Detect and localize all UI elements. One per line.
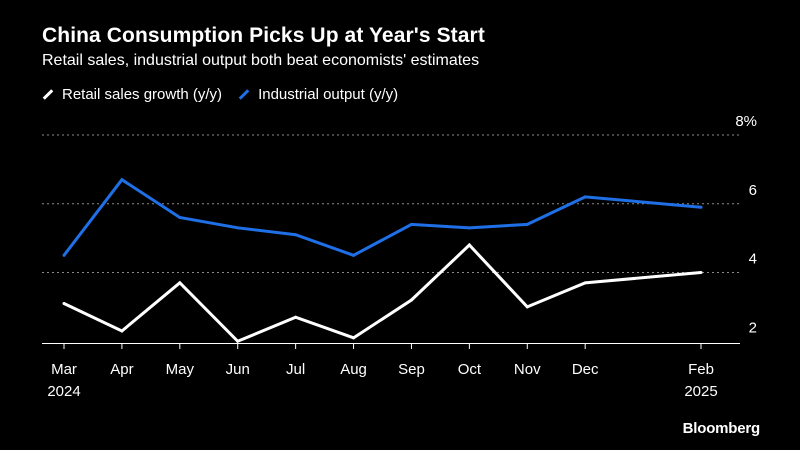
series-line-retail-sales <box>63 242 702 344</box>
point-retail-sep <box>409 298 413 302</box>
legend: Retail sales growth (y/y) Industrial out… <box>42 86 414 103</box>
x-tick-label-aug: Aug <box>340 361 367 378</box>
point-retail-dec <box>583 281 587 285</box>
point-industrial-feb <box>699 205 703 209</box>
chart-title: China Consumption Picks Up at Year's Sta… <box>42 24 485 47</box>
source-logo: Bloomberg <box>682 420 761 437</box>
point-industrial-jul <box>294 233 298 237</box>
x-tick-label-jul: Jul <box>286 361 305 378</box>
point-industrial-mar <box>62 253 66 257</box>
legend-item-industrial: Industrial output (y/y) <box>238 86 398 103</box>
x-tick-label-feb: Feb <box>688 361 714 378</box>
point-retail-jun <box>236 339 240 343</box>
legend-label-industrial: Industrial output (y/y) <box>258 86 399 103</box>
point-retail-apr <box>120 329 124 333</box>
chart-subtitle: Retail sales, industrial output both bea… <box>42 52 480 69</box>
x-tick-label-jun: Jun <box>226 361 250 378</box>
point-industrial-oct <box>467 226 471 230</box>
point-retail-jul <box>294 315 298 319</box>
point-retail-oct <box>467 243 471 247</box>
y-tick-label-2: 2 <box>749 319 757 336</box>
point-industrial-may <box>178 216 182 220</box>
series-line-industrial-output <box>62 177 702 257</box>
x-tick-label-apr: Apr <box>110 361 133 378</box>
y-tick-label-4: 4 <box>749 251 757 268</box>
x-tick-label-dec: Dec <box>572 361 599 378</box>
point-industrial-sep <box>409 222 413 226</box>
x-tick-sublabel-mar: 2024 <box>47 383 80 400</box>
x-tick-sublabel-feb: 2025 <box>684 383 717 400</box>
point-industrial-jun <box>236 226 240 230</box>
legend-item-retail: Retail sales growth (y/y) <box>42 86 222 103</box>
y-tick-label-8: 8% <box>735 113 757 130</box>
legend-label-retail: Retail sales growth (y/y) <box>62 86 223 103</box>
y-tick-label-6: 6 <box>749 182 757 199</box>
x-tick-label-oct: Oct <box>458 361 482 378</box>
point-retail-mar <box>62 301 66 305</box>
point-retail-may <box>178 281 182 285</box>
point-industrial-nov <box>525 222 529 226</box>
point-industrial-dec <box>583 195 587 199</box>
x-tick-label-may: May <box>166 361 195 378</box>
x-tick-label-sep: Sep <box>398 361 425 378</box>
x-tick-label-mar: Mar <box>51 361 77 378</box>
point-retail-aug <box>352 336 356 340</box>
point-industrial-apr <box>120 178 124 182</box>
point-industrial-aug <box>352 253 356 257</box>
x-tick-label-nov: Nov <box>514 361 541 378</box>
point-retail-feb <box>699 271 703 275</box>
point-retail-nov <box>525 305 529 309</box>
